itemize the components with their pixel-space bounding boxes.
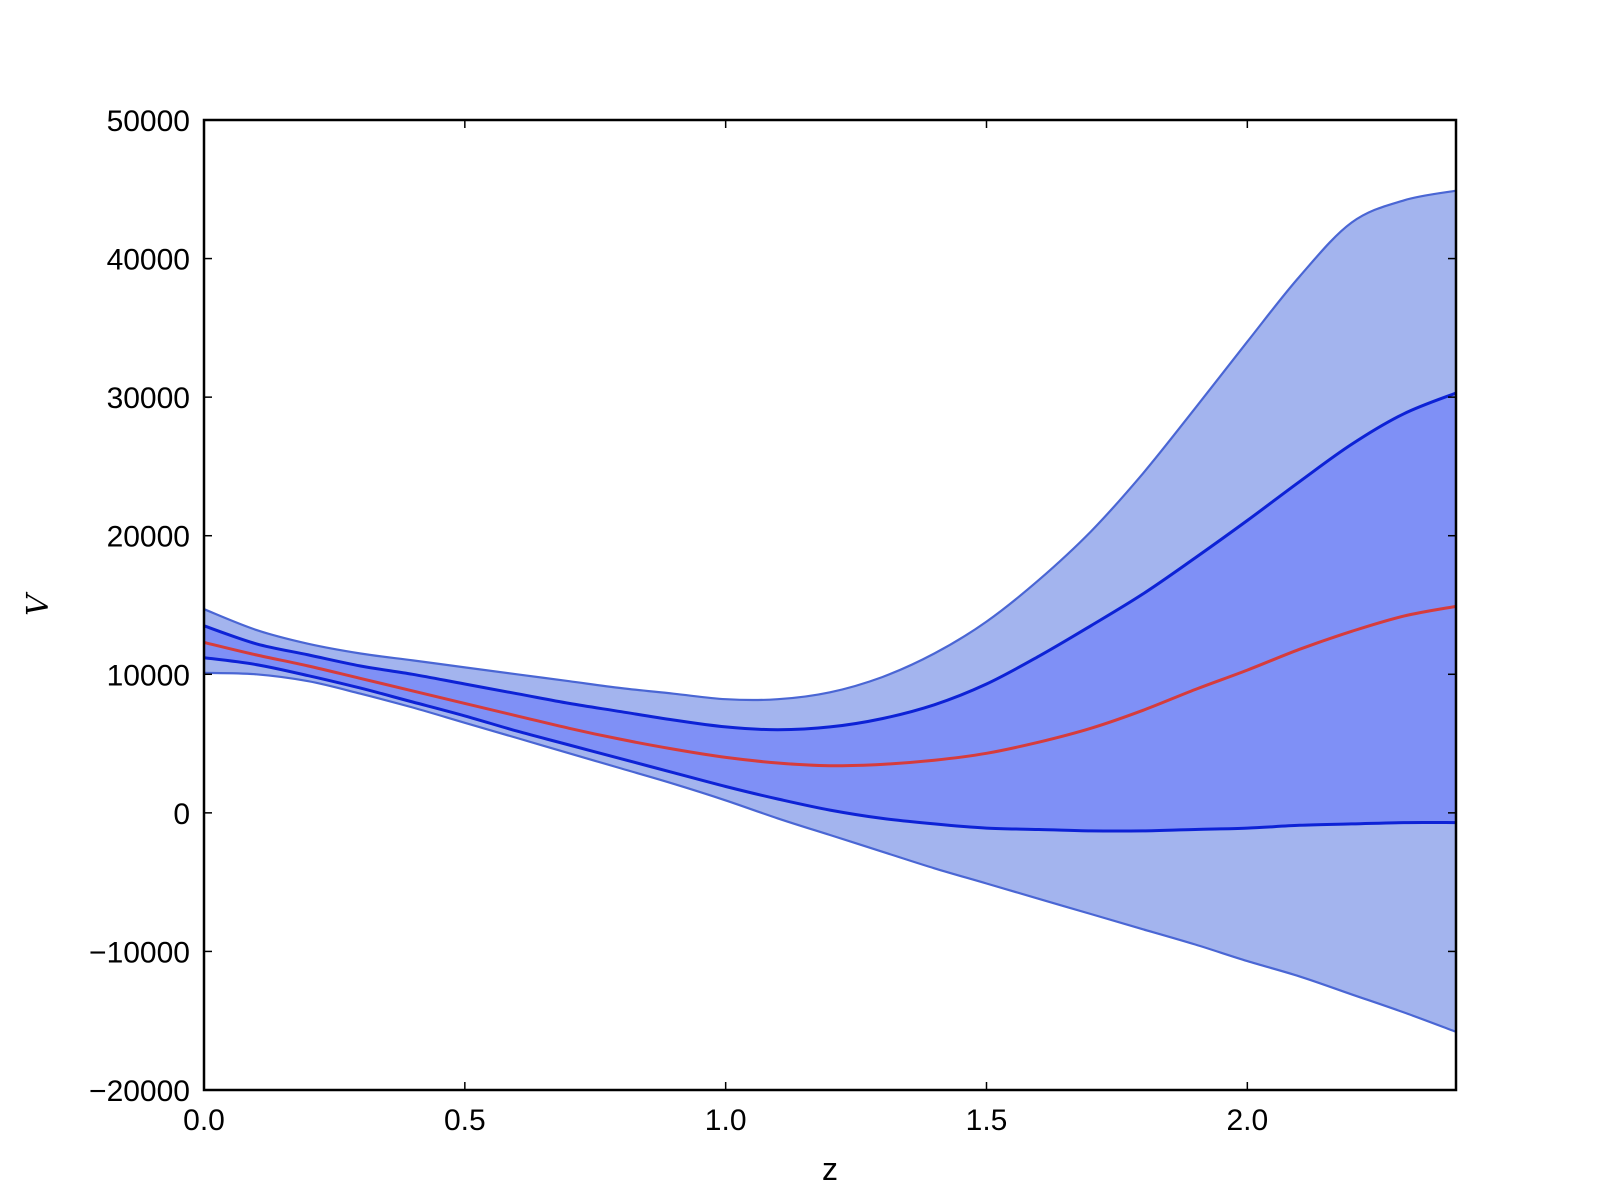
x-tick-label: 1.5 xyxy=(966,1104,1008,1137)
x-tick-label: 0.5 xyxy=(444,1104,486,1137)
x-tick-label: 1.0 xyxy=(705,1104,747,1137)
y-tick-label: 50000 xyxy=(107,105,190,138)
y-tick-label: 20000 xyxy=(107,521,190,554)
axis-ticks: 0.0 0.5 1.0 1.5 2.0 −20000 −10000 0 10000 20000 30… xyxy=(89,105,1456,1137)
y-axis-label: V xyxy=(21,591,56,616)
plot-area xyxy=(203,189,1457,1033)
y-tick-label: −20000 xyxy=(89,1075,190,1108)
y-tick-label: −10000 xyxy=(89,936,190,969)
x-axis-label: z xyxy=(822,1151,838,1187)
median-line xyxy=(203,604,1457,768)
plot-frame xyxy=(202,118,1458,1092)
inner-band-upper-line xyxy=(203,391,1457,732)
y-tick-label: 0 xyxy=(173,798,190,831)
y-tick-label: 30000 xyxy=(107,382,190,415)
inner-band-fill xyxy=(204,393,1456,832)
y-tick-label: 10000 xyxy=(107,659,190,692)
x-tick-label: 0.0 xyxy=(183,1104,225,1137)
y-tick-label: 40000 xyxy=(107,244,190,277)
inner-band-lower-line xyxy=(203,656,1457,833)
outer-band-lower-line xyxy=(203,671,1457,1033)
x-tick-label: 2.0 xyxy=(1226,1104,1268,1137)
outer-band-upper-line xyxy=(203,189,1457,702)
